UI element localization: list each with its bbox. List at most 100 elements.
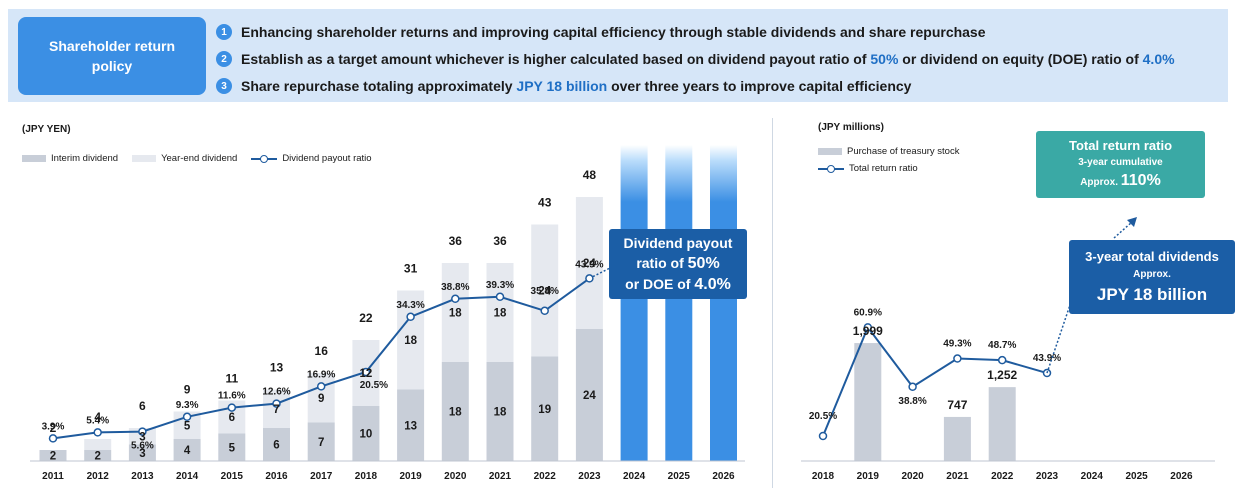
year-end-value-label: 6 — [229, 412, 235, 424]
interim-value-label: 2 — [50, 451, 56, 463]
total-dividend-label: 16 — [315, 344, 329, 358]
total-dividend-label: 13 — [270, 361, 284, 375]
year-end-value-label: 18 — [449, 308, 462, 320]
x-tick-label: 2025 — [668, 471, 691, 482]
callout-arrow-line — [1113, 221, 1133, 239]
x-tick-label: 2017 — [310, 471, 333, 482]
payout-ratio-point — [227, 403, 237, 412]
total-return-callout-value: Approx. 110% — [1080, 171, 1161, 193]
dividend-legend: Interim dividend Year-end dividend Divid… — [22, 153, 386, 164]
policy-title: Shareholder return policy — [18, 17, 206, 95]
x-tick-label: 2023 — [1036, 471, 1059, 482]
total-return-label: 48.7% — [988, 340, 1016, 351]
interim-bar — [397, 389, 425, 461]
x-tick-label: 2012 — [87, 471, 110, 482]
total-dividend-label: 31 — [404, 262, 418, 276]
x-tick-label: 2019 — [857, 471, 880, 482]
x-tick-label: 2018 — [812, 471, 835, 482]
interim-bar — [128, 444, 156, 461]
legend-swatch-interim — [22, 155, 46, 162]
interim-bar — [218, 433, 246, 461]
payout-ratio-point — [93, 428, 102, 437]
year-end-bar — [486, 263, 514, 362]
policy-number-badge: 2 — [216, 51, 232, 67]
legend-label-interim: Interim dividend — [51, 153, 119, 164]
policy-text: Establish as a target amount whichever i… — [241, 51, 1175, 67]
legend-label-payout: Dividend payout ratio — [282, 153, 372, 164]
legend-total-return: Total return ratio — [818, 163, 918, 174]
interim-bar — [173, 439, 201, 461]
x-tick-label: 2026 — [712, 471, 735, 482]
payout-ratio-point — [272, 399, 281, 408]
x-tick-label: 2011 — [42, 471, 64, 482]
payout-ratio-label: 5.4% — [86, 415, 109, 426]
total-dividend-label: 11 — [225, 372, 238, 386]
interim-value-label: 4 — [184, 445, 191, 457]
x-tick-label: 2024 — [1081, 471, 1104, 482]
total-return-label: 60.9% — [854, 307, 882, 318]
payout-ratio-point — [540, 306, 549, 316]
payout-callout-ratio-label: ratio of — [636, 255, 688, 271]
payout-callout-line1: Dividend payout — [623, 235, 733, 251]
total-return-callout: Total return ratio 3-year cumulative App… — [1036, 131, 1205, 198]
year-end-bar — [575, 197, 603, 329]
year-end-bar — [531, 224, 559, 357]
payout-ratio-point — [406, 312, 415, 322]
interim-value-label: 18 — [449, 407, 462, 419]
total-dividend-label: 4 — [94, 410, 101, 424]
year-end-value-label: 24 — [538, 286, 551, 298]
interim-value-label: 6 — [273, 440, 279, 452]
interim-bar — [441, 362, 469, 461]
legend-year-end: Year-end dividend — [132, 153, 237, 164]
policy-fragment: or dividend on equity (DOE) ratio of — [898, 51, 1143, 67]
payout-ratio-point — [495, 292, 505, 302]
forecast-bar — [665, 145, 693, 461]
treasury-chart: 20.5% 60.9% 38.8% 49.3% 48.7% 43.9% 1,999 747 1… — [801, 217, 1215, 482]
x-tick-label: 2015 — [221, 471, 244, 482]
dividend-chart: 3.9% 5.4% 5.6% 9.3% 11.6% 12.6% 16.9% 20.5% 34.3… — [30, 145, 745, 482]
interim-bar — [307, 422, 335, 461]
total-return-line — [822, 325, 1048, 437]
legend-swatch-year-end — [132, 155, 157, 162]
policy-number-badge: 1 — [216, 24, 232, 40]
policy-text: Share repurchase totaling approximately … — [241, 78, 911, 94]
year-end-value-label: 18 — [494, 308, 507, 320]
panel-divider — [772, 118, 773, 488]
total-return-point — [863, 323, 873, 332]
x-tick-label: 2022 — [534, 471, 557, 482]
payout-callout-doe-value: 4.0% — [694, 276, 731, 293]
interim-bar — [263, 428, 290, 461]
legend-line-marker-icon — [251, 154, 278, 163]
total-dividend-label: 43 — [538, 196, 552, 210]
policy-fragment: Establish as a target amount whichever i… — [241, 51, 871, 67]
policy-highlight: JPY 18 billion — [516, 78, 608, 94]
payout-ratio-label: 12.6% — [262, 387, 290, 398]
year-end-bar — [84, 439, 112, 450]
total-return-label: 38.8% — [898, 396, 926, 407]
policy-highlight: 50% — [870, 51, 899, 67]
total-return-label: 49.3% — [943, 339, 971, 350]
payout-ratio-label: 9.3% — [176, 400, 199, 411]
year-end-value-label: 12 — [360, 368, 373, 380]
total-dividend-label: 2 — [50, 421, 57, 435]
payout-ratio-point — [361, 367, 371, 377]
payout-ratio-point — [451, 294, 460, 304]
legend-label-year-end: Year-end dividend — [161, 153, 238, 164]
year-end-bar — [397, 290, 425, 390]
policy-item: 2 Establish as a target amount whichever… — [216, 47, 1216, 71]
legend-label-total-return: Total return ratio — [849, 163, 918, 174]
interim-value-label: 2 — [94, 451, 100, 463]
total-return-label: 20.5% — [809, 411, 837, 422]
payout-ratio-label: 39.3% — [486, 280, 514, 291]
x-tick-label: 2018 — [355, 471, 378, 482]
total-dividends-callout-title: 3-year total dividends — [1085, 249, 1219, 264]
payout-ratio-point — [316, 382, 326, 391]
payout-ratio-label: 43.9% — [575, 259, 603, 270]
total-dividend-label: 36 — [493, 234, 507, 248]
total-return-percent: 110% — [1120, 171, 1161, 189]
interim-value-label: 19 — [538, 404, 551, 416]
interim-value-label: 7 — [318, 437, 324, 449]
x-tick-label: 2025 — [1125, 471, 1148, 482]
payout-target-callout: Dividend payout ratio of 50% or DOE of 4… — [609, 229, 747, 299]
total-return-label: 43.9% — [1033, 353, 1061, 364]
